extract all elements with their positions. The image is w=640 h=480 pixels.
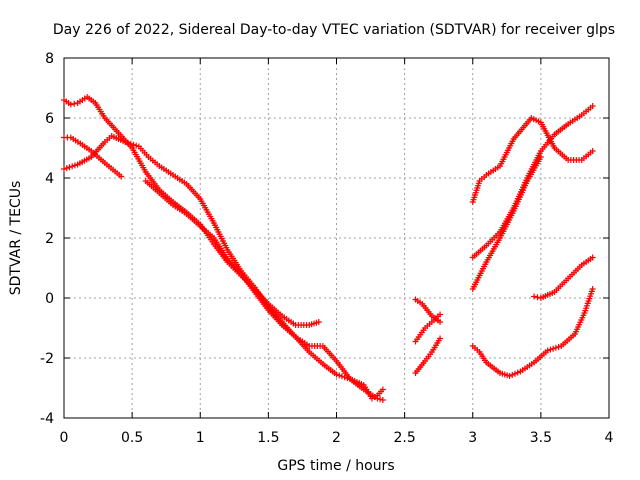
data-point (589, 286, 596, 292)
data-point (61, 166, 67, 172)
y-tick-label: 0 (45, 291, 54, 307)
x-tick-label: 1.5 (257, 430, 279, 446)
grid-lines (64, 58, 609, 418)
data-point-fill (511, 370, 518, 377)
y-tick-labels: -4 -2 0 2 4 6 8 (40, 51, 54, 427)
data-point-fill (509, 371, 516, 378)
data-point (589, 103, 596, 109)
data-point-fill (130, 141, 137, 148)
x-tick-label: 4 (605, 430, 614, 446)
data-point-fill (63, 165, 70, 172)
data-point (506, 373, 513, 379)
x-tick-label: 3.5 (530, 430, 552, 446)
y-tick-label: -4 (40, 411, 54, 427)
series-track-l (531, 254, 596, 301)
data-point (437, 335, 444, 342)
series-track-g (412, 335, 444, 376)
x-axis-label: GPS time / hours (277, 458, 394, 474)
x-tick-labels: 0 0.5 1 1.5 2 2.5 3 3.5 4 (60, 430, 614, 446)
data-point (437, 319, 444, 325)
data-point-fill (534, 294, 541, 301)
series-track-k (469, 286, 596, 379)
data-point-fill (377, 396, 384, 403)
x-tick-label: 1 (196, 430, 205, 446)
series-track-f (412, 296, 444, 325)
data-point-fill (336, 372, 343, 379)
y-axis-label: SDTVAR / TECUs (8, 181, 24, 296)
data-point-fill (71, 162, 78, 169)
y-tick-label: -2 (40, 351, 54, 367)
x-tick-label: 3 (468, 430, 477, 446)
data-point-fill (547, 346, 554, 353)
data-point (122, 139, 129, 145)
data-point (118, 173, 125, 180)
data-point (379, 386, 386, 393)
y-tick-label: 2 (45, 231, 54, 247)
data-point (531, 293, 538, 300)
series-track-j (469, 154, 544, 292)
data-point-fill (341, 374, 348, 381)
x-tick-label: 2 (332, 430, 341, 446)
data-point-fill (69, 163, 76, 170)
data-point (437, 311, 444, 318)
data-point (67, 101, 74, 108)
series-track-d (142, 178, 386, 402)
chart-title: Day 226 of 2022, Sidereal Day-to-day VTE… (53, 22, 615, 38)
series-track-i (469, 103, 596, 261)
data-point (589, 148, 596, 154)
data-point-fill (338, 373, 345, 380)
x-tick-label: 0 (60, 430, 69, 446)
data-point-fill (66, 164, 73, 171)
data-point-fill (555, 343, 562, 350)
y-tick-label: 8 (45, 51, 54, 67)
data-point (537, 154, 544, 160)
data-point (544, 347, 551, 354)
data-point (379, 397, 386, 403)
y-tick-label: 4 (45, 171, 54, 187)
x-tick-label: 2.5 (393, 430, 415, 446)
data-point (315, 319, 322, 325)
series-track-c (61, 133, 386, 403)
data-point-fill (125, 139, 132, 146)
data-point-fill (127, 140, 134, 147)
y-tick-label: 6 (45, 111, 54, 127)
series-track-h (469, 115, 596, 205)
data-point-fill (514, 369, 521, 376)
data-point-fill (133, 142, 140, 149)
series-track-a (61, 94, 322, 328)
data-point-fill (71, 100, 78, 107)
data-point-fill (552, 344, 559, 351)
data-point-fill (550, 345, 557, 352)
axis-ticks (63, 57, 610, 419)
data-point (589, 254, 596, 261)
data-point (333, 371, 340, 378)
x-tick-label: 0.5 (121, 430, 143, 446)
data-markers (61, 94, 596, 403)
data-point-fill (344, 375, 351, 382)
